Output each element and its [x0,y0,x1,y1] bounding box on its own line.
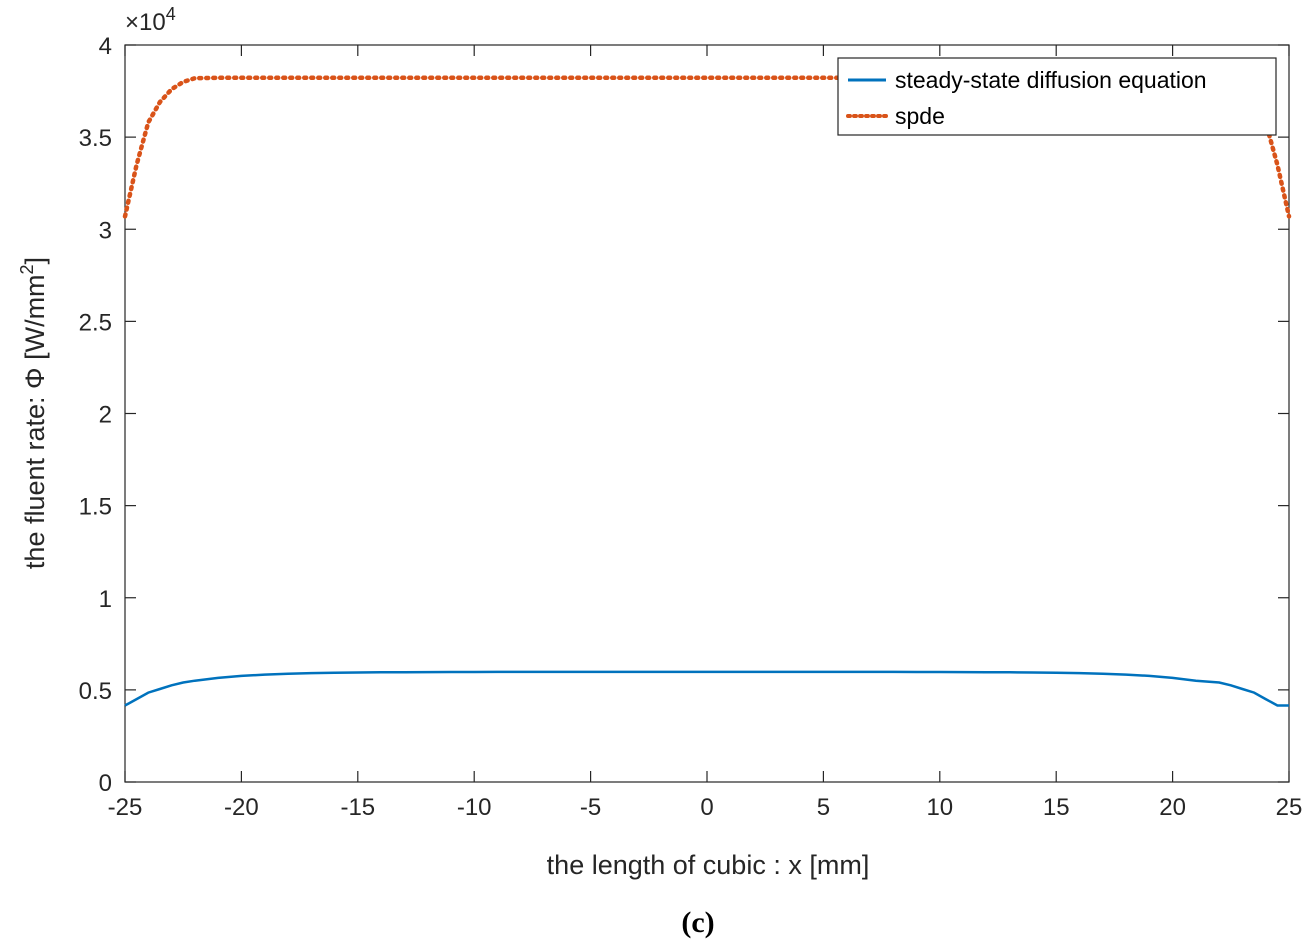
y-tick-label: 4 [99,33,112,60]
x-tick-label: -25 [108,794,143,821]
y-tick-label: 0 [99,770,112,797]
y-tick-label: 3.5 [79,125,112,152]
x-tick-label: -15 [340,794,375,821]
y-exponent-power: 4 [166,4,176,24]
x-tick-label: 25 [1276,794,1303,821]
x-tick-label: -20 [224,794,259,821]
series-line-spde [122,75,1292,219]
legend-label-spde: spde [895,103,945,129]
y-axis-label: the fluent rate: Φ [W/mm2] [17,257,50,569]
x-tick-label: 0 [700,794,713,821]
y-tick-label: 1.5 [79,494,112,521]
y-tick-label: 1 [99,586,112,613]
x-tick-label: 10 [926,794,953,821]
y-exponent: ×104 [125,4,176,36]
x-tick-label: 20 [1159,794,1186,821]
x-tick-label: -5 [580,794,601,821]
x-tick-label: -10 [457,794,492,821]
legend: steady-state diffusion equation spde [837,57,1277,136]
y-exponent-base: ×10 [125,9,166,36]
x-tick-label: 15 [1043,794,1070,821]
x-tick-label: 5 [817,794,830,821]
y-axis-title: the fluent rate: Φ [W/mm2] [17,257,50,569]
svg-text:×104: ×104 [125,4,176,36]
y-tick-label: 0.5 [79,678,112,705]
legend-box [837,57,1277,136]
plot-area: -25 -20 -15 -10 -5 0 5 10 15 20 25 0 0.5 1 1.5 2 2.5 3 3.5… [79,33,1303,821]
y-tick-label: 2 [99,402,112,429]
series-line-steady-state [124,670,1289,707]
y-tick-label: 2.5 [79,309,112,336]
figure-caption: (c) [681,906,714,939]
y-tick-label: 3 [99,217,112,244]
legend-label-steady-state: steady-state diffusion equation [895,67,1207,93]
x-axis-label: the length of cubic : x [mm] [547,850,870,880]
